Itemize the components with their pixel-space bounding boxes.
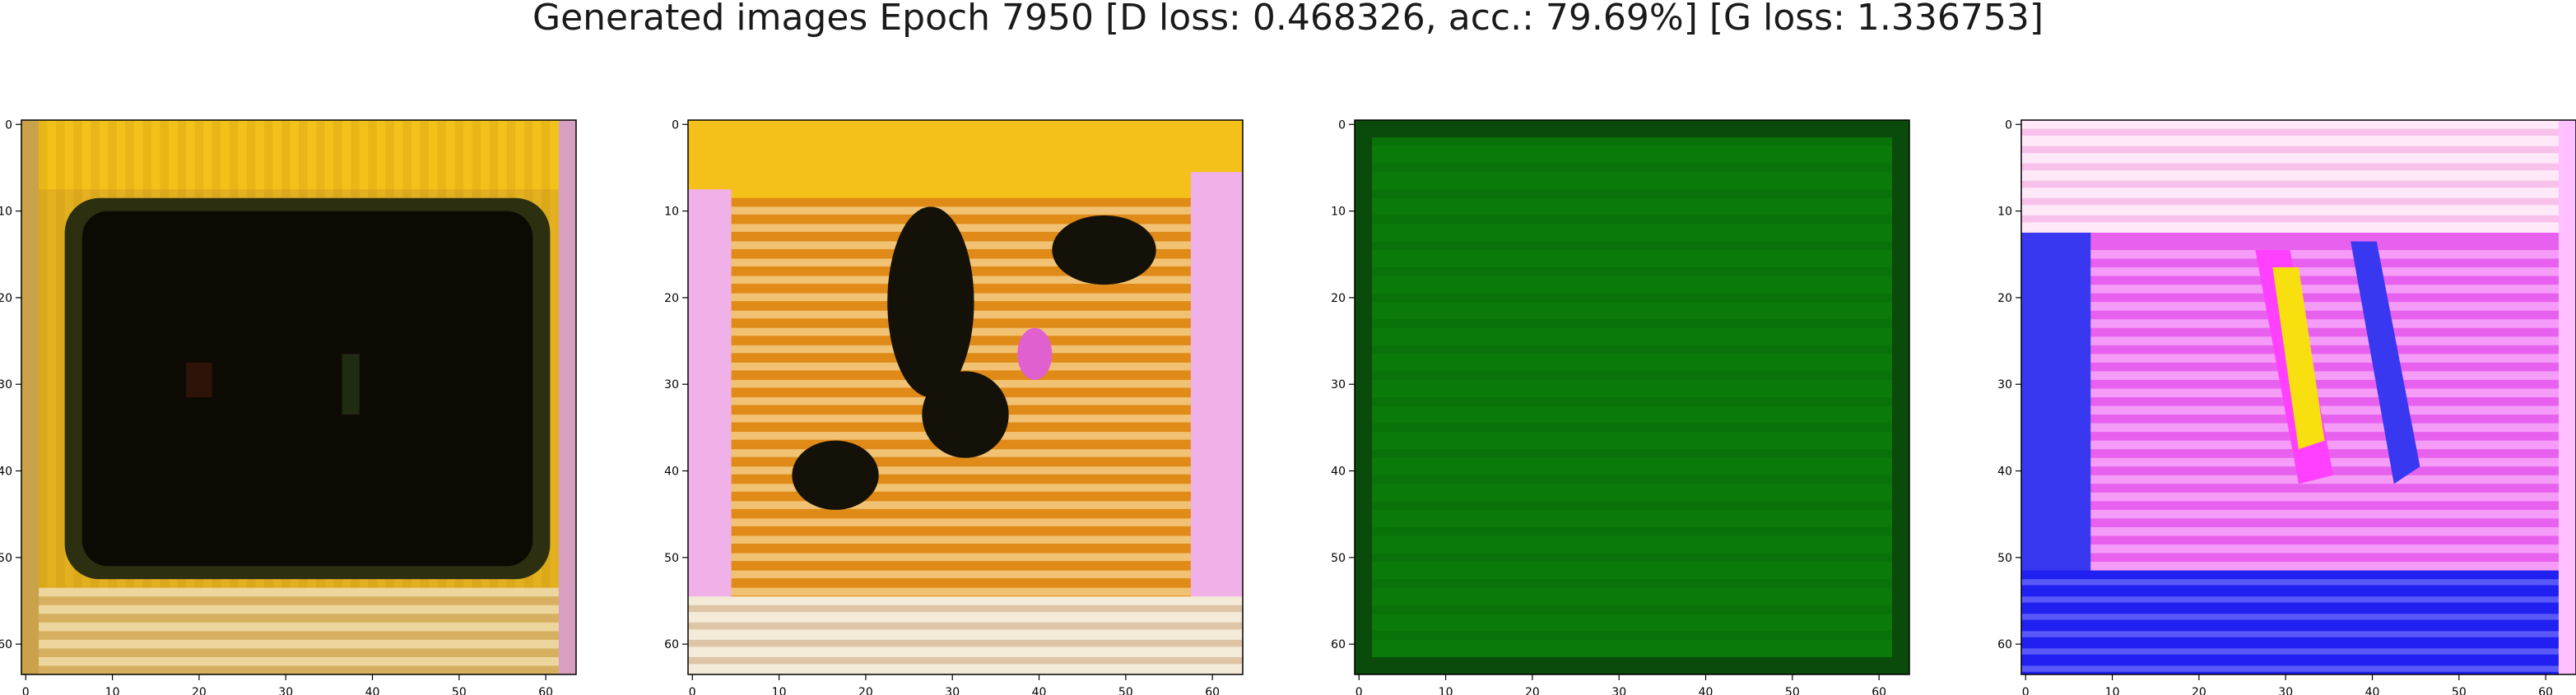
x-tick-label: 10 [772, 686, 787, 695]
x-tick-label: 20 [2192, 686, 2206, 695]
y-tick-label: 0 [2005, 118, 2012, 132]
y-tick-label: 50 [1331, 552, 1346, 565]
y-tick-label: 20 [664, 292, 679, 305]
x-tick-label: 10 [2105, 686, 2120, 695]
x-tick-label: 0 [1355, 686, 1363, 695]
generated-image-3-axes: 0 10 20 30 40 50 60 0 10 20 30 40 50 60 [1331, 118, 1910, 695]
x-tick-label: 60 [2538, 686, 2553, 695]
y-tick-label: 10 [1331, 206, 1346, 219]
y-tick-label: 60 [1331, 638, 1346, 651]
x-tick-label: 40 [1699, 686, 1713, 695]
x-tick-label: 40 [2365, 686, 2380, 695]
x-tick-label: 50 [452, 686, 467, 695]
x-tick-label: 30 [2278, 686, 2293, 695]
y-tick-label: 0 [672, 118, 679, 132]
y-tick-label: 60 [1997, 638, 2012, 651]
x-tick-label: 60 [538, 686, 553, 695]
x-tick-label: 20 [858, 686, 873, 695]
y-tick-label: 30 [664, 378, 679, 392]
generated-image-1-axes: 0 10 20 30 40 50 60 0 10 20 30 40 50 60 [0, 118, 577, 695]
generated-image-3 [1355, 120, 1909, 674]
axes-frame [687, 119, 1244, 675]
y-tick-label: 50 [0, 552, 12, 565]
y-tick-label: 40 [0, 466, 12, 479]
y-tick-label: 10 [1997, 206, 2012, 219]
x-tick-label: 20 [192, 686, 207, 695]
y-tick-label: 50 [664, 552, 679, 565]
x-tick-label: 40 [365, 686, 380, 695]
y-tick-label: 20 [0, 292, 12, 305]
generated-image-4-axes: 0 10 20 30 40 50 60 0 10 20 30 40 50 60 [1997, 118, 2576, 695]
y-tick-label: 40 [1331, 466, 1346, 479]
x-tick-label: 10 [1439, 686, 1453, 695]
generated-image-2-axes: 0 10 20 30 40 50 60 0 10 20 30 40 50 60 [664, 118, 1244, 695]
y-tick-label: 40 [1997, 466, 2012, 479]
y-tick-label: 40 [664, 466, 679, 479]
y-tick-label: 10 [0, 206, 12, 219]
x-tick-label: 50 [2452, 686, 2467, 695]
axes-frame [21, 119, 577, 675]
x-tick-label: 30 [278, 686, 293, 695]
y-tick-label: 30 [1331, 378, 1346, 392]
figure-title: Generated images Epoch 7950 [D loss: 0.4… [532, 0, 2044, 39]
y-tick-label: 50 [1997, 552, 2012, 565]
y-tick-label: 20 [1331, 292, 1346, 305]
x-tick-label: 30 [945, 686, 960, 695]
y-tick-label: 10 [664, 206, 679, 219]
y-tick-label: 30 [0, 378, 12, 392]
y-tick-label: 60 [0, 638, 12, 651]
generated-image-4 [2021, 120, 2576, 674]
axes-frame [2020, 119, 2576, 675]
x-tick-label: 20 [1525, 686, 1540, 695]
x-tick-label: 50 [1785, 686, 1800, 695]
y-tick-label: 30 [1997, 378, 2012, 392]
x-tick-label: 30 [1611, 686, 1626, 695]
x-tick-label: 0 [689, 686, 696, 695]
x-tick-label: 0 [22, 686, 30, 695]
y-tick-label: 0 [1338, 118, 1346, 132]
x-tick-label: 0 [2022, 686, 2030, 695]
x-tick-label: 60 [1872, 686, 1886, 695]
x-tick-label: 40 [1032, 686, 1047, 695]
x-tick-label: 50 [1118, 686, 1133, 695]
axes-frame [1354, 119, 1910, 675]
generated-image-2 [688, 120, 1243, 674]
y-tick-label: 20 [1997, 292, 2012, 305]
x-tick-label: 10 [105, 686, 120, 695]
y-tick-label: 60 [664, 638, 679, 651]
generated-image-1 [21, 120, 576, 674]
x-tick-label: 60 [1205, 686, 1220, 695]
y-tick-label: 0 [5, 118, 12, 132]
